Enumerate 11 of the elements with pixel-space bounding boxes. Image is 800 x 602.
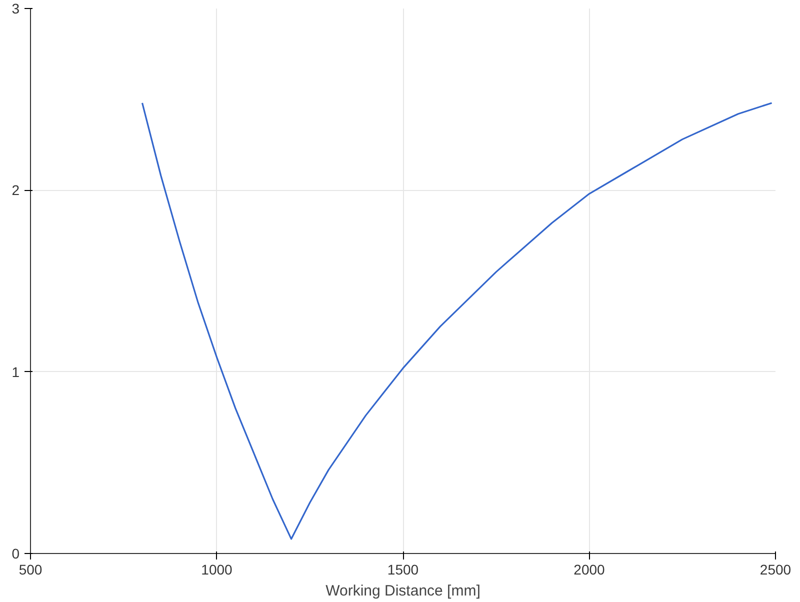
x-axis-title: Working Distance [mm] (326, 582, 480, 600)
y-tick-label: 0 (12, 546, 20, 562)
y-tick-label: 2 (12, 182, 20, 198)
x-tick-label: 2500 (760, 562, 792, 578)
y-tick-label: 3 (12, 0, 20, 16)
line-series (141, 102, 773, 540)
x-tick-label: 500 (18, 562, 42, 578)
x-tick-label: 1000 (201, 562, 233, 578)
x-tick-label: 2000 (574, 562, 606, 578)
x-tick-label: 1500 (387, 562, 419, 578)
y-tick-label: 1 (12, 364, 20, 380)
